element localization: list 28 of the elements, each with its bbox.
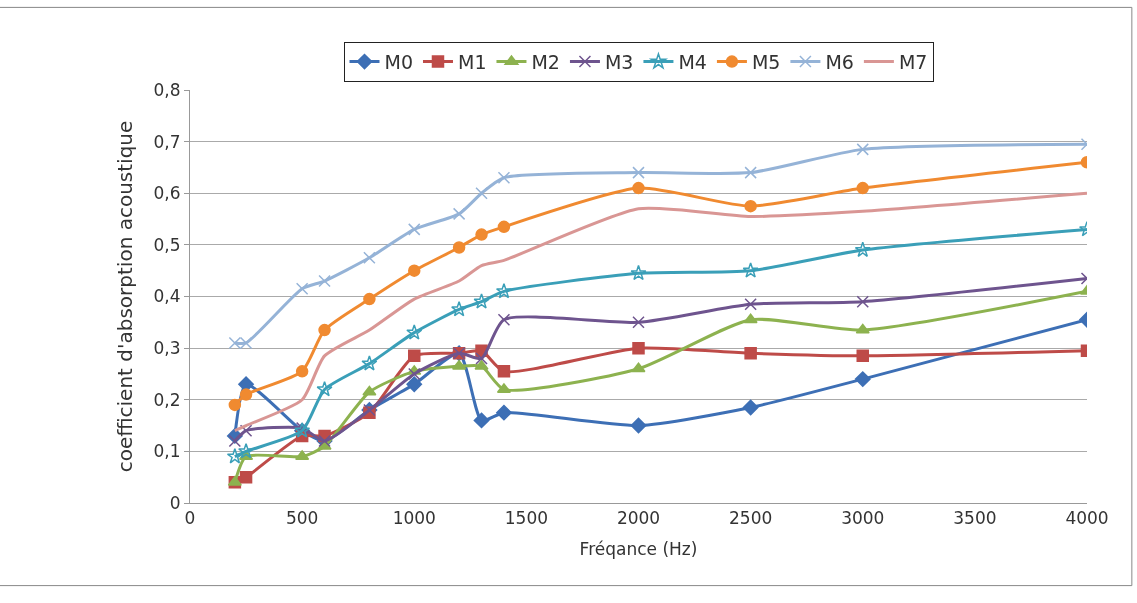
legend-label: M1 bbox=[457, 51, 487, 73]
legend-label: M0 bbox=[384, 51, 413, 73]
y-tick-label: 0,7 bbox=[153, 131, 181, 152]
x-axis-title: Fréqance (Hz) bbox=[579, 538, 698, 559]
legend-label: M4 bbox=[678, 51, 707, 73]
x-tick-label: 0 bbox=[184, 508, 196, 529]
y-tick-label: 0,5 bbox=[153, 234, 181, 255]
x-tick-label: 4000 bbox=[1065, 508, 1109, 529]
x-tick-label: 2500 bbox=[729, 508, 773, 529]
y-axis-title: coefficient d'absorption acoustique bbox=[113, 120, 138, 473]
legend-label: M3 bbox=[604, 51, 634, 73]
y-tick-label: 0 bbox=[169, 492, 181, 513]
y-tick-label: 0,6 bbox=[153, 183, 181, 204]
legend-label: M5 bbox=[751, 51, 781, 73]
legend-label: M2 bbox=[531, 51, 560, 73]
legend-label: M6 bbox=[825, 51, 854, 73]
y-tick-label: 0,2 bbox=[153, 389, 181, 410]
x-tick-label: 2000 bbox=[616, 508, 661, 529]
x-tick-label: 500 bbox=[285, 508, 319, 529]
y-tick-label: 0,4 bbox=[153, 286, 181, 307]
y-tick-label: 0,1 bbox=[153, 441, 181, 462]
y-tick-label: 0,3 bbox=[153, 338, 181, 359]
x-tick-label: 1500 bbox=[504, 508, 549, 529]
legend-label: M7 bbox=[898, 51, 928, 73]
x-tick-label: 3000 bbox=[841, 508, 885, 529]
x-tick-label: 3500 bbox=[953, 508, 997, 529]
x-tick-label: 1000 bbox=[392, 508, 436, 529]
y-tick-label: 0,8 bbox=[153, 79, 181, 100]
